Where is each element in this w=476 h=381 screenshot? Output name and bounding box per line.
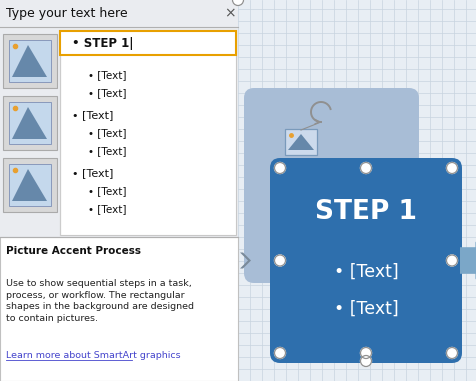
Text: • [Text]: • [Text] — [72, 110, 113, 120]
Text: ×: × — [224, 6, 236, 21]
Text: • STEP 1|: • STEP 1| — [72, 37, 133, 50]
FancyBboxPatch shape — [0, 0, 238, 381]
Polygon shape — [288, 134, 314, 150]
Polygon shape — [12, 169, 47, 201]
Polygon shape — [12, 45, 47, 77]
Circle shape — [232, 0, 244, 5]
FancyBboxPatch shape — [3, 158, 57, 212]
FancyBboxPatch shape — [0, 237, 238, 381]
Circle shape — [446, 347, 457, 359]
Text: • [Text]: • [Text] — [72, 168, 113, 178]
Circle shape — [360, 163, 371, 173]
FancyBboxPatch shape — [9, 40, 51, 82]
Circle shape — [360, 347, 371, 359]
Polygon shape — [460, 242, 476, 280]
Text: STEP 1: STEP 1 — [315, 199, 417, 226]
Circle shape — [446, 255, 457, 266]
Circle shape — [275, 163, 286, 173]
FancyBboxPatch shape — [244, 88, 419, 283]
FancyBboxPatch shape — [238, 0, 476, 381]
Circle shape — [275, 347, 286, 359]
FancyBboxPatch shape — [60, 31, 236, 235]
FancyBboxPatch shape — [3, 96, 57, 150]
FancyBboxPatch shape — [3, 34, 57, 88]
Text: • [Text]: • [Text] — [88, 186, 127, 196]
Text: • [Text]: • [Text] — [334, 299, 398, 318]
FancyBboxPatch shape — [60, 31, 236, 55]
FancyBboxPatch shape — [0, 0, 238, 27]
FancyBboxPatch shape — [9, 102, 51, 144]
Circle shape — [275, 255, 286, 266]
Text: • [Text]: • [Text] — [334, 263, 398, 280]
FancyBboxPatch shape — [285, 129, 317, 155]
Text: • [Text]: • [Text] — [88, 146, 127, 156]
Polygon shape — [12, 107, 47, 139]
Text: Picture Accent Process: Picture Accent Process — [6, 246, 141, 256]
Text: Learn more about SmartArt graphics: Learn more about SmartArt graphics — [6, 351, 180, 360]
Circle shape — [360, 355, 371, 367]
Polygon shape — [240, 253, 251, 269]
Text: • [Text]: • [Text] — [88, 204, 127, 214]
Text: • [Text]: • [Text] — [88, 128, 127, 138]
Text: Type your text here: Type your text here — [6, 7, 128, 20]
FancyBboxPatch shape — [9, 164, 51, 206]
Text: Use to show sequential steps in a task,
process, or workflow. The rectangular
sh: Use to show sequential steps in a task, … — [6, 279, 194, 323]
Circle shape — [446, 163, 457, 173]
Text: • [Text]: • [Text] — [88, 88, 127, 98]
FancyBboxPatch shape — [270, 158, 462, 363]
Text: • [Text]: • [Text] — [88, 70, 127, 80]
